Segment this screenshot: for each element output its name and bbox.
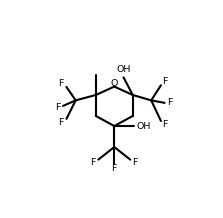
- Text: F: F: [162, 120, 167, 129]
- Text: F: F: [91, 158, 96, 167]
- Text: F: F: [112, 164, 117, 173]
- Text: F: F: [58, 79, 63, 88]
- Text: OH: OH: [137, 122, 151, 131]
- Text: OH: OH: [116, 65, 131, 74]
- Text: F: F: [167, 98, 172, 107]
- Text: F: F: [162, 77, 167, 86]
- Text: O: O: [111, 79, 118, 88]
- Text: F: F: [133, 158, 138, 167]
- Text: F: F: [55, 102, 60, 112]
- Text: F: F: [58, 118, 63, 127]
